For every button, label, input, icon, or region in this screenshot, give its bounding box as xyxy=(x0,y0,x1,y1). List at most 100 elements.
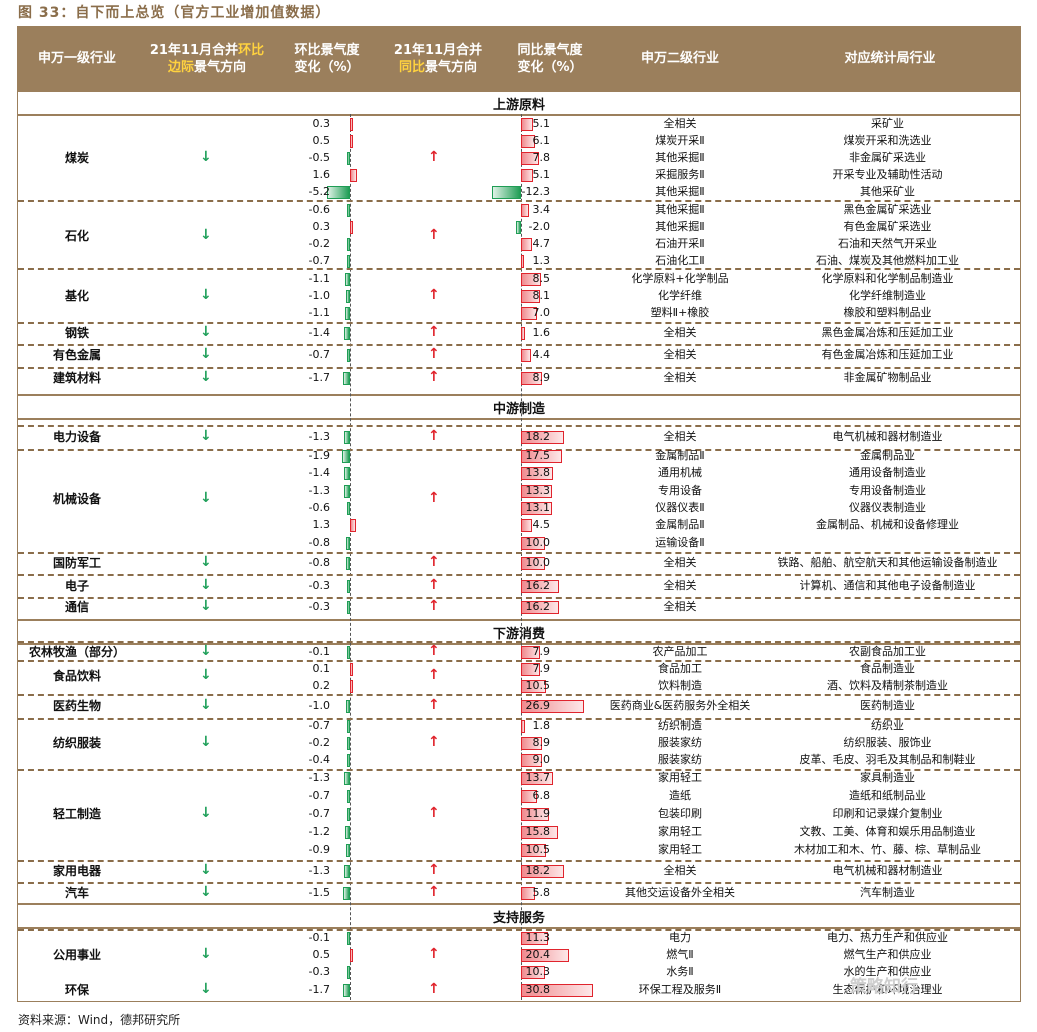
group-separator xyxy=(18,322,1020,324)
sw2-industry: 全相关 xyxy=(663,579,697,592)
mom-change-value: 0.2 xyxy=(312,679,331,692)
sw2-industry: 金属制品Ⅱ xyxy=(655,518,705,531)
mom-bar xyxy=(347,754,350,767)
yoy-change-value: 8.9 xyxy=(532,371,551,384)
mom-change-value: -0.3 xyxy=(308,965,330,978)
mom-bar xyxy=(346,557,350,570)
mom-change-value: -0.2 xyxy=(308,736,330,749)
mom-change-value: -1.9 xyxy=(308,449,330,462)
nbs-industry: 水的生产和供应业 xyxy=(843,965,932,978)
mom-bar xyxy=(350,118,353,131)
yoy-bar xyxy=(521,327,525,340)
yoy-change-value: 10.3 xyxy=(525,965,551,978)
mom-change-value: -0.1 xyxy=(308,931,330,944)
yoy-bar xyxy=(521,808,549,821)
arrow-down-icon: ↓ xyxy=(200,490,212,506)
mom-change-value: -5.2 xyxy=(308,185,330,198)
nbs-industry: 铁路、船舶、航空航天和其他运输设备制造业 xyxy=(777,556,998,569)
nbs-industry: 纺织业 xyxy=(871,719,904,732)
yoy-change-value: 18.2 xyxy=(525,864,551,877)
mom-bar xyxy=(347,601,350,614)
arrow-up-icon: ↑ xyxy=(428,643,440,659)
yoy-bar xyxy=(521,966,546,979)
arrow-up-icon: ↑ xyxy=(428,490,440,506)
mom-bar xyxy=(350,949,353,962)
sw1-industry-food: 食品饮料 xyxy=(52,669,101,683)
mom-change-value: -1.0 xyxy=(308,699,330,712)
mom-bar xyxy=(347,932,350,945)
nbs-industry: 通用设备制造业 xyxy=(849,466,926,479)
mom-change-value: -0.7 xyxy=(308,348,330,361)
sw2-industry: 医药商业&医药服务外全相关 xyxy=(609,699,751,712)
mom-change-value: -1.4 xyxy=(308,326,330,339)
yoy-change-value: 16.2 xyxy=(525,600,551,613)
sw1-industry-appliance: 家用电器 xyxy=(52,864,101,878)
figure-title: 图 33：自下而上总览（官方工业增加值数据） xyxy=(18,5,331,21)
arrow-up-icon: ↑ xyxy=(428,346,440,362)
yoy-bar xyxy=(521,307,538,320)
header-nbs: 对应统计局行业 xyxy=(844,51,936,66)
arrow-up-icon: ↑ xyxy=(428,287,440,303)
sw1-industry-defense: 国防军工 xyxy=(52,556,101,570)
sw2-industry: 家用轻工 xyxy=(658,825,702,838)
yoy-change-value: -2.0 xyxy=(528,220,550,233)
yoy-change-value: 13.1 xyxy=(525,501,551,514)
sw1-industry-utility: 公用事业 xyxy=(52,948,101,962)
mom-change-value: -0.7 xyxy=(308,789,330,802)
yoy-bar xyxy=(521,238,533,251)
sw2-industry: 全相关 xyxy=(663,430,697,443)
header-mom-change: 环比景气度 变化（%） xyxy=(294,42,360,75)
sw2-industry: 塑料Ⅱ+橡胶 xyxy=(650,306,710,319)
mom-change-value: -1.1 xyxy=(308,272,330,285)
yoy-change-value: 13.7 xyxy=(525,771,551,784)
yoy-change-value: 8.5 xyxy=(532,272,551,285)
nbs-industry: 非金属矿采选业 xyxy=(849,151,926,164)
mom-zero-line xyxy=(350,114,351,1000)
mom-change-value: -0.8 xyxy=(308,556,330,569)
yoy-bar xyxy=(521,349,532,362)
mom-bar xyxy=(341,450,350,463)
sw1-industry-nonferrous: 有色金属 xyxy=(52,348,101,362)
yoy-bar xyxy=(521,790,537,803)
nbs-industry: 农副食品加工业 xyxy=(849,645,926,658)
arrow-down-icon: ↓ xyxy=(200,428,212,444)
nbs-industry: 非金属矿物制品业 xyxy=(843,371,932,384)
yoy-change-value: 1.3 xyxy=(532,254,551,267)
mom-bar xyxy=(347,204,350,217)
mom-change-value: -0.7 xyxy=(308,254,330,267)
mom-change-value: -1.3 xyxy=(308,484,330,497)
yoy-change-value: 11.9 xyxy=(525,807,551,820)
nbs-industry: 有色金属矿采选业 xyxy=(843,220,932,233)
arrow-up-icon: ↑ xyxy=(428,554,440,570)
yoy-bar xyxy=(521,826,559,839)
arrow-up-icon: ↑ xyxy=(428,697,440,713)
section-midstream: 中游制造 xyxy=(18,394,1020,420)
arrow-up-icon: ↑ xyxy=(428,946,440,962)
yoy-bar xyxy=(521,844,546,857)
mom-bar xyxy=(350,680,353,693)
sw2-industry: 农产品加工 xyxy=(652,645,708,658)
nbs-industry: 开采专业及辅助性活动 xyxy=(832,168,943,181)
group-separator xyxy=(18,425,1020,427)
sw2-industry: 采掘服务Ⅱ xyxy=(655,168,705,181)
sw1-industry-petro: 石化 xyxy=(64,229,89,243)
yoy-change-value: 8.1 xyxy=(532,289,551,302)
nbs-industry: 汽车制造业 xyxy=(860,886,915,899)
yoy-change-value: 9.0 xyxy=(532,753,551,766)
arrow-up-icon: ↑ xyxy=(428,862,440,878)
arrow-up-icon: ↑ xyxy=(428,667,440,683)
arrow-down-icon: ↓ xyxy=(200,981,212,997)
mom-bar xyxy=(344,431,350,444)
sw2-industry: 石油化工Ⅱ xyxy=(655,254,705,267)
yoy-bar xyxy=(521,720,526,733)
yoy-bar xyxy=(521,135,536,148)
arrow-up-icon: ↑ xyxy=(428,428,440,444)
sw2-industry: 金属制品Ⅱ xyxy=(655,449,705,462)
mom-bar xyxy=(344,772,350,785)
yoy-change-value: 15.8 xyxy=(525,825,551,838)
mom-bar xyxy=(346,349,350,362)
mom-change-value: -0.5 xyxy=(308,151,330,164)
arrow-up-icon: ↑ xyxy=(428,805,440,821)
sw2-industry: 煤炭开采Ⅱ xyxy=(655,134,705,147)
mom-bar xyxy=(344,485,350,498)
